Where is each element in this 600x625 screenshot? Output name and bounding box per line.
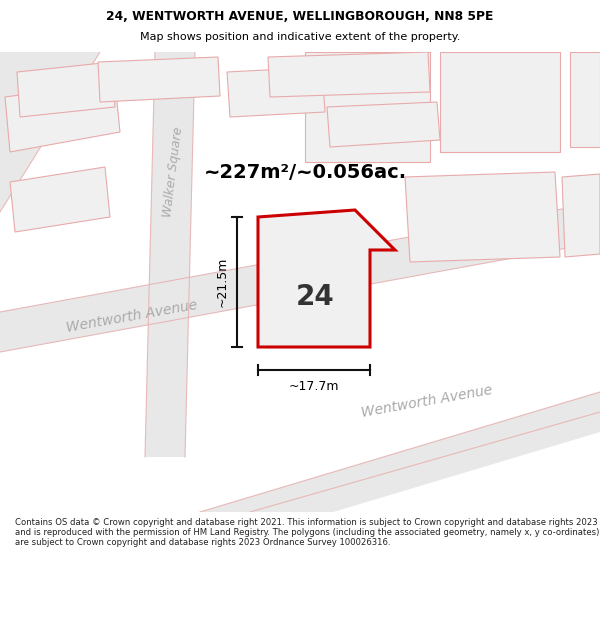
Text: Wentworth Avenue: Wentworth Avenue xyxy=(65,299,199,336)
Polygon shape xyxy=(98,57,220,102)
Text: Map shows position and indicative extent of the property.: Map shows position and indicative extent… xyxy=(140,32,460,42)
Text: 24: 24 xyxy=(296,283,334,311)
Polygon shape xyxy=(145,52,195,457)
Text: 24, WENTWORTH AVENUE, WELLINGBOROUGH, NN8 5PE: 24, WENTWORTH AVENUE, WELLINGBOROUGH, NN… xyxy=(106,11,494,23)
Polygon shape xyxy=(5,82,120,152)
Polygon shape xyxy=(10,167,110,232)
Polygon shape xyxy=(258,210,395,347)
Text: Wentworth Avenue: Wentworth Avenue xyxy=(360,384,493,421)
Text: ~227m²/~0.056ac.: ~227m²/~0.056ac. xyxy=(203,163,407,182)
Polygon shape xyxy=(305,52,430,162)
Polygon shape xyxy=(227,67,325,117)
Polygon shape xyxy=(562,174,600,257)
Text: ~17.7m: ~17.7m xyxy=(289,380,339,393)
Polygon shape xyxy=(0,52,100,212)
Polygon shape xyxy=(17,62,115,117)
Polygon shape xyxy=(0,202,600,352)
Text: ~21.5m: ~21.5m xyxy=(216,257,229,307)
Text: Contains OS data © Crown copyright and database right 2021. This information is : Contains OS data © Crown copyright and d… xyxy=(15,518,599,548)
Text: Walker Square: Walker Square xyxy=(161,126,185,218)
Polygon shape xyxy=(405,172,560,262)
Polygon shape xyxy=(200,392,600,552)
Polygon shape xyxy=(327,102,440,147)
Polygon shape xyxy=(440,52,560,152)
Polygon shape xyxy=(268,52,430,97)
Polygon shape xyxy=(570,52,600,147)
